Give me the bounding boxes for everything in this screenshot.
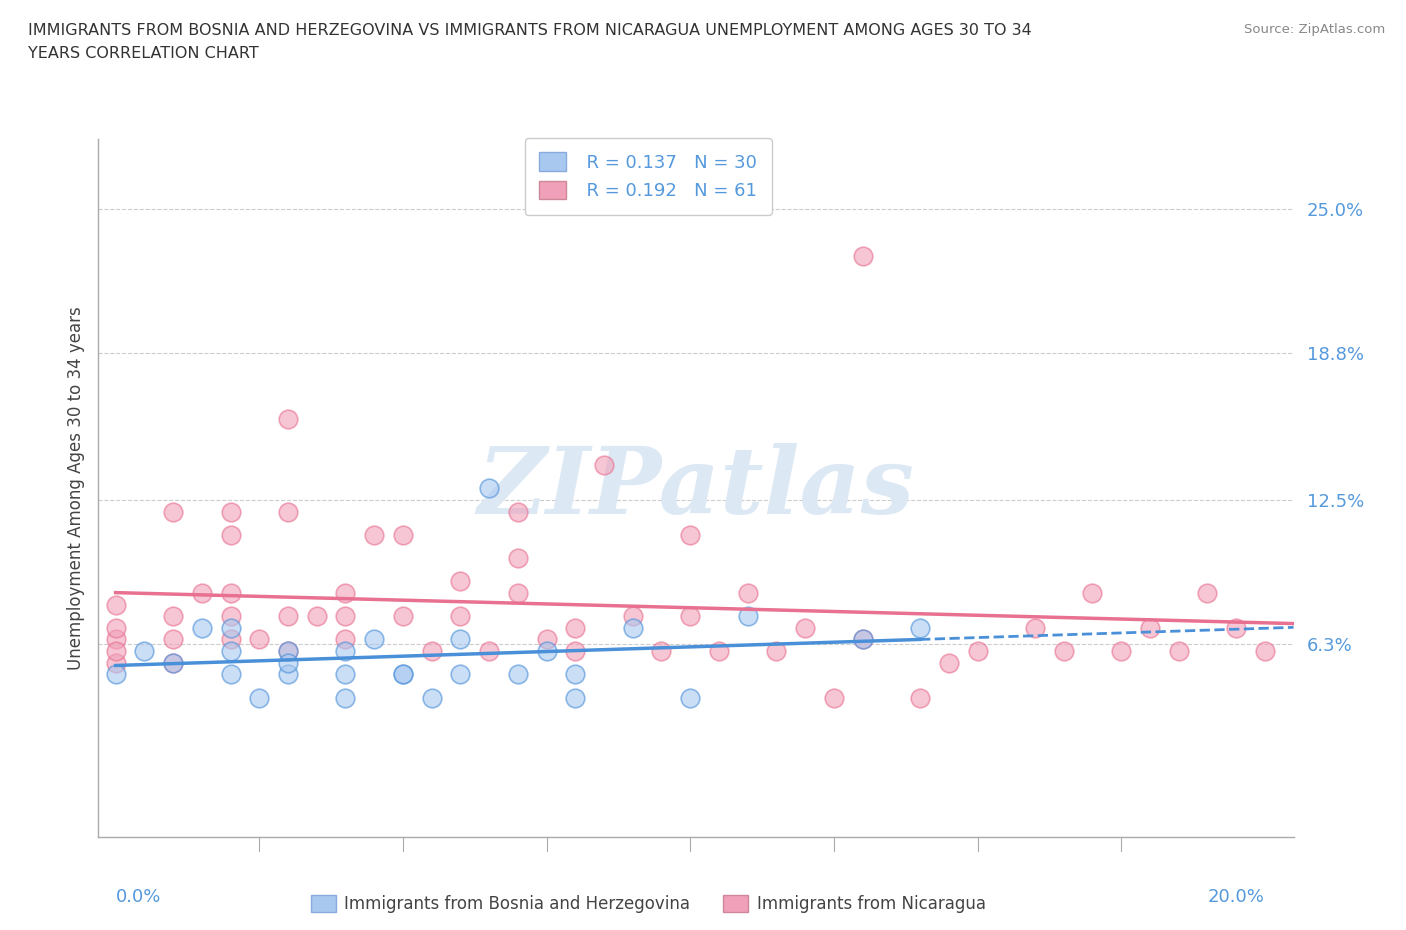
Point: [852, 632, 875, 647]
Point: [104, 656, 127, 671]
Point: [363, 632, 385, 647]
Point: [392, 667, 415, 682]
Point: [679, 690, 702, 705]
Point: [104, 597, 127, 612]
Point: [478, 644, 501, 658]
Point: [335, 586, 357, 601]
Point: [852, 248, 875, 263]
Point: [247, 632, 270, 647]
Text: 0.0%: 0.0%: [115, 888, 162, 906]
Text: ZIPatlas: ZIPatlas: [478, 444, 914, 533]
Point: [564, 644, 586, 658]
Point: [564, 667, 586, 682]
Point: [219, 504, 242, 519]
Point: [1109, 644, 1132, 658]
Point: [219, 632, 242, 647]
Point: [564, 690, 586, 705]
Point: [1167, 644, 1189, 658]
Point: [737, 586, 759, 601]
Point: [219, 586, 242, 601]
Text: Source: ZipAtlas.com: Source: ZipAtlas.com: [1244, 23, 1385, 36]
Point: [506, 667, 529, 682]
Point: [335, 667, 357, 682]
Point: [277, 644, 299, 658]
Point: [506, 551, 529, 565]
Text: 20.0%: 20.0%: [1208, 888, 1265, 906]
Point: [564, 620, 586, 635]
Point: [104, 667, 127, 682]
Point: [277, 504, 299, 519]
Point: [794, 620, 817, 635]
Point: [162, 656, 184, 671]
Point: [104, 620, 127, 635]
Point: [305, 609, 328, 624]
Point: [335, 609, 357, 624]
Point: [536, 632, 558, 647]
Point: [1254, 644, 1277, 658]
Point: [219, 667, 242, 682]
Point: [104, 644, 127, 658]
Point: [707, 644, 730, 658]
Point: [478, 481, 501, 496]
Text: IMMIGRANTS FROM BOSNIA AND HERZEGOVINA VS IMMIGRANTS FROM NICARAGUA UNEMPLOYMENT: IMMIGRANTS FROM BOSNIA AND HERZEGOVINA V…: [28, 23, 1032, 38]
Point: [1197, 586, 1219, 601]
Point: [449, 574, 471, 589]
Point: [506, 586, 529, 601]
Point: [1225, 620, 1247, 635]
Point: [162, 656, 184, 671]
Point: [420, 644, 443, 658]
Point: [593, 458, 616, 472]
Point: [219, 609, 242, 624]
Point: [679, 609, 702, 624]
Point: [1139, 620, 1161, 635]
Point: [852, 632, 875, 647]
Point: [908, 620, 931, 635]
Point: [277, 667, 299, 682]
Point: [191, 586, 214, 601]
Text: YEARS CORRELATION CHART: YEARS CORRELATION CHART: [28, 46, 259, 61]
Point: [938, 656, 960, 671]
Point: [392, 609, 415, 624]
Point: [765, 644, 787, 658]
Point: [392, 667, 415, 682]
Point: [1053, 644, 1076, 658]
Point: [449, 609, 471, 624]
Point: [679, 527, 702, 542]
Point: [335, 632, 357, 647]
Point: [737, 609, 759, 624]
Point: [277, 656, 299, 671]
Point: [134, 644, 156, 658]
Point: [335, 690, 357, 705]
Point: [162, 504, 184, 519]
Point: [277, 609, 299, 624]
Point: [449, 667, 471, 682]
Point: [621, 609, 644, 624]
Legend: Immigrants from Bosnia and Herzegovina, Immigrants from Nicaragua: Immigrants from Bosnia and Herzegovina, …: [304, 888, 993, 920]
Point: [536, 644, 558, 658]
Point: [247, 690, 270, 705]
Point: [1081, 586, 1104, 601]
Point: [449, 632, 471, 647]
Point: [219, 620, 242, 635]
Point: [277, 644, 299, 658]
Point: [219, 527, 242, 542]
Point: [335, 644, 357, 658]
Point: [104, 632, 127, 647]
Point: [908, 690, 931, 705]
Point: [162, 632, 184, 647]
Point: [392, 527, 415, 542]
Point: [650, 644, 672, 658]
Point: [1024, 620, 1046, 635]
Point: [191, 620, 214, 635]
Point: [219, 644, 242, 658]
Point: [506, 504, 529, 519]
Point: [162, 609, 184, 624]
Point: [621, 620, 644, 635]
Point: [420, 690, 443, 705]
Y-axis label: Unemployment Among Ages 30 to 34 years: Unemployment Among Ages 30 to 34 years: [66, 306, 84, 671]
Point: [277, 411, 299, 426]
Point: [363, 527, 385, 542]
Point: [966, 644, 988, 658]
Point: [823, 690, 845, 705]
